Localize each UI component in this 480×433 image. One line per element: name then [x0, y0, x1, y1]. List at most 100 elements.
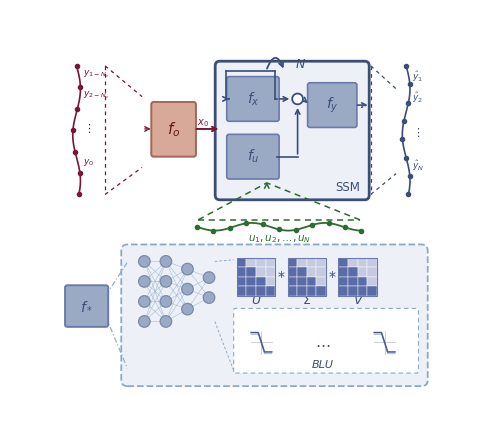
Bar — [307, 267, 316, 277]
Bar — [358, 286, 367, 296]
Text: $\vdots$: $\vdots$ — [411, 126, 420, 139]
Bar — [316, 258, 326, 267]
FancyArrowPatch shape — [357, 103, 366, 107]
Text: $f_*$: $f_*$ — [80, 299, 93, 313]
Bar — [256, 286, 265, 296]
Bar — [265, 267, 275, 277]
Circle shape — [182, 263, 193, 275]
Bar — [246, 277, 256, 286]
Text: $\Sigma$: $\Sigma$ — [302, 294, 312, 307]
Bar — [338, 277, 348, 286]
FancyArrowPatch shape — [267, 58, 283, 68]
Bar — [246, 286, 256, 296]
Circle shape — [139, 296, 150, 307]
Text: $y_{2-N_p}$: $y_{2-N_p}$ — [83, 90, 109, 102]
Circle shape — [160, 316, 172, 327]
Bar — [297, 277, 307, 286]
Text: $f_u$: $f_u$ — [247, 148, 259, 165]
FancyArrowPatch shape — [301, 97, 306, 102]
FancyArrowPatch shape — [145, 127, 149, 131]
Bar — [338, 258, 377, 296]
Text: U: U — [252, 294, 261, 307]
Text: BLU: BLU — [312, 359, 334, 370]
Bar — [297, 286, 307, 296]
FancyArrowPatch shape — [295, 110, 300, 154]
Bar — [288, 258, 297, 267]
Circle shape — [139, 316, 150, 327]
Text: $\hat{y}_1$: $\hat{y}_1$ — [411, 69, 423, 84]
Bar — [265, 277, 275, 286]
Bar — [246, 258, 256, 267]
Text: *: * — [329, 270, 336, 284]
Bar — [297, 267, 307, 277]
Text: $\hat{y}_N$: $\hat{y}_N$ — [411, 158, 424, 173]
Bar — [367, 258, 377, 267]
Circle shape — [292, 94, 303, 104]
Circle shape — [160, 276, 172, 287]
Circle shape — [203, 292, 215, 304]
Bar — [237, 258, 275, 296]
Circle shape — [182, 304, 193, 315]
Text: $u_1, u_2, \ldots, u_N$: $u_1, u_2, \ldots, u_N$ — [248, 233, 311, 245]
Circle shape — [160, 255, 172, 267]
Bar — [316, 277, 326, 286]
Bar — [307, 286, 316, 296]
Bar — [316, 267, 326, 277]
Bar — [256, 277, 265, 286]
Bar — [288, 267, 297, 277]
Bar — [256, 267, 265, 277]
Bar — [367, 267, 377, 277]
Bar — [338, 258, 377, 296]
Bar — [246, 267, 256, 277]
Bar — [288, 258, 326, 296]
Bar — [297, 258, 307, 267]
Circle shape — [139, 276, 150, 287]
FancyBboxPatch shape — [151, 102, 196, 157]
Bar — [348, 267, 358, 277]
Bar — [358, 258, 367, 267]
Bar — [348, 277, 358, 286]
Bar — [358, 267, 367, 277]
Bar — [348, 258, 358, 267]
Text: $\ldots$: $\ldots$ — [315, 335, 331, 350]
Bar — [288, 277, 297, 286]
Bar — [288, 286, 297, 296]
Bar — [358, 277, 367, 286]
Bar — [237, 277, 246, 286]
Text: $y_0$: $y_0$ — [83, 157, 94, 168]
Bar — [348, 286, 358, 296]
Text: $y_{1-N_p}$: $y_{1-N_p}$ — [83, 69, 109, 81]
Bar — [367, 286, 377, 296]
FancyBboxPatch shape — [227, 77, 279, 121]
Text: $x_0$: $x_0$ — [197, 118, 209, 129]
Bar — [338, 258, 348, 267]
Bar — [307, 277, 316, 286]
Bar — [237, 286, 246, 296]
Bar — [265, 286, 275, 296]
Circle shape — [182, 283, 193, 295]
FancyBboxPatch shape — [215, 61, 369, 200]
Circle shape — [203, 272, 215, 283]
Text: $\vdots$: $\vdots$ — [83, 123, 91, 136]
Text: SSM: SSM — [335, 181, 360, 194]
FancyArrowPatch shape — [264, 184, 269, 188]
Bar — [338, 267, 348, 277]
Text: $f_y$: $f_y$ — [326, 95, 338, 115]
Bar — [265, 258, 275, 267]
FancyArrowPatch shape — [223, 97, 229, 101]
Text: V: V — [353, 294, 362, 307]
Text: $f_o$: $f_o$ — [167, 120, 180, 139]
Bar — [307, 258, 316, 267]
Bar — [237, 258, 275, 296]
FancyArrowPatch shape — [279, 97, 288, 101]
Bar — [237, 267, 246, 277]
FancyBboxPatch shape — [65, 285, 108, 327]
Bar — [316, 286, 326, 296]
FancyBboxPatch shape — [308, 83, 357, 127]
Bar — [237, 258, 246, 267]
Text: $\hat{y}_2$: $\hat{y}_2$ — [411, 91, 422, 106]
Bar — [338, 286, 348, 296]
FancyArrowPatch shape — [196, 127, 216, 131]
Circle shape — [160, 296, 172, 307]
Text: $f_x$: $f_x$ — [247, 90, 259, 108]
